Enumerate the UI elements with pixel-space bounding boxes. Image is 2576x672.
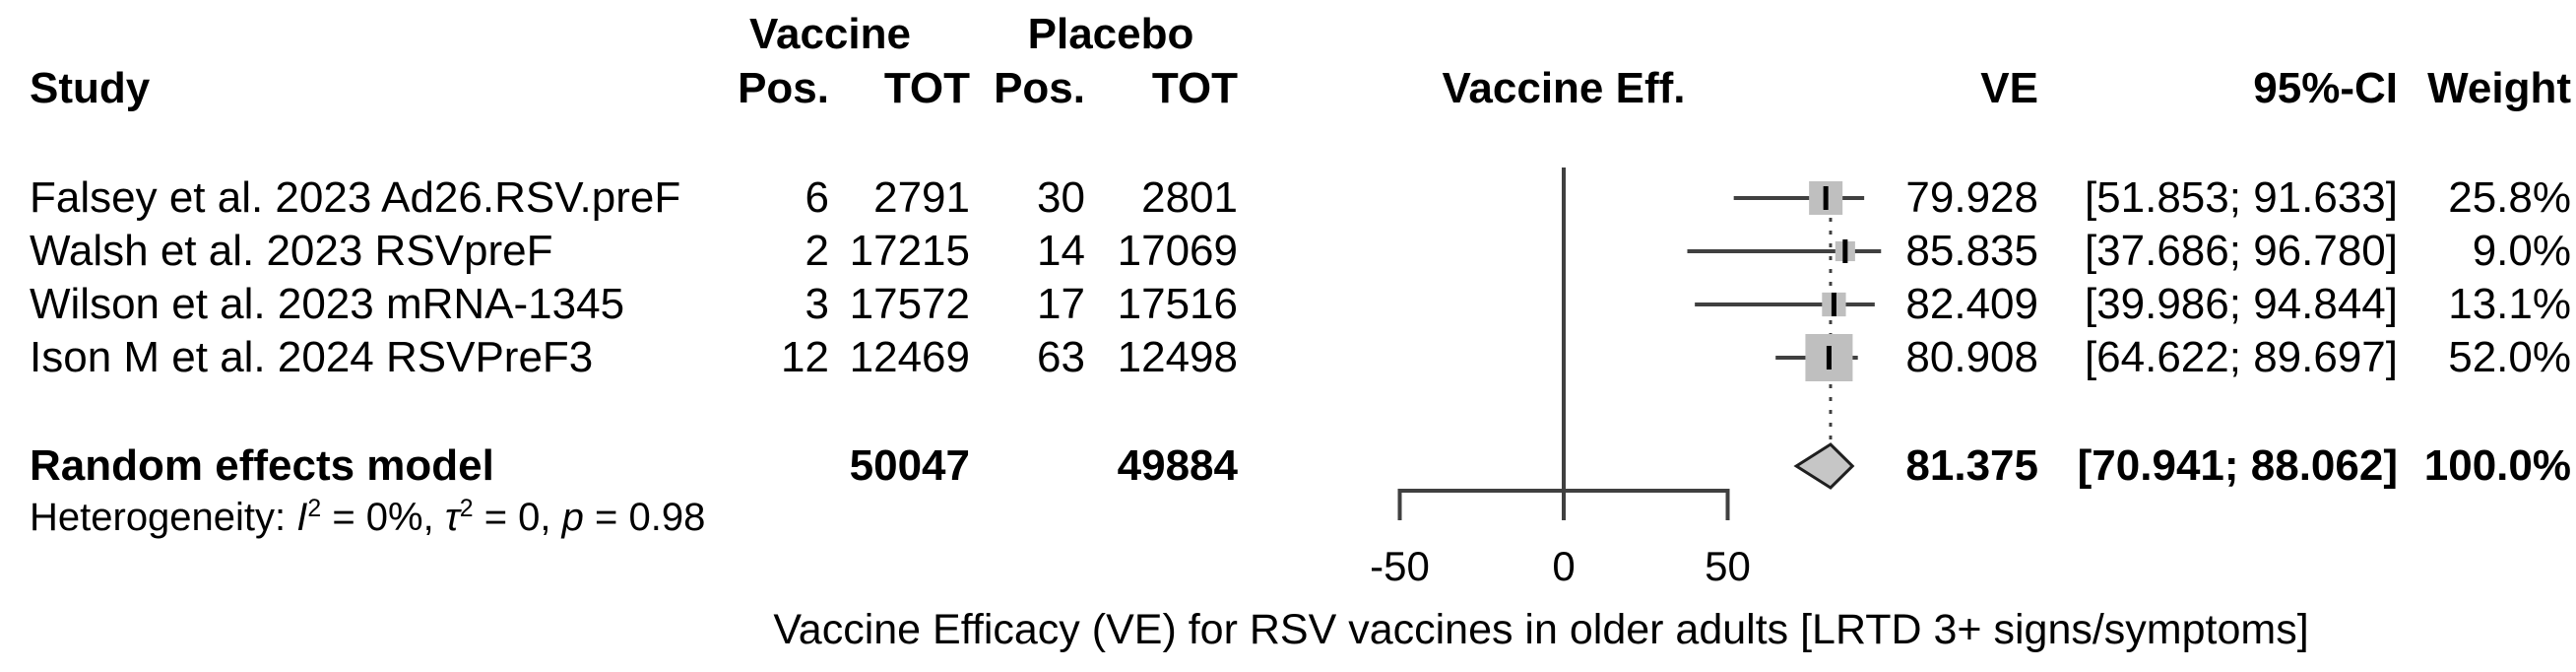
vaccine-tot-value: 17215	[849, 227, 970, 275]
vaccine-pos-value: 3	[805, 280, 829, 328]
heterogeneity-text: τ	[444, 496, 460, 539]
ci-value: [51.853; 91.633]	[2084, 173, 2398, 222]
study-row: Walsh et al. 2023 RSVpreF 2 17215 14 17069 85…	[0, 225, 2576, 278]
chart-caption: Vaccine Efficacy (VE) for RSV vaccines i…	[773, 606, 2309, 653]
header-ci: 95%-CI	[2253, 64, 2398, 112]
placebo-tot-value: 17069	[1117, 227, 1238, 275]
vaccine-tot-value: 50047	[849, 441, 970, 490]
study-name: Ison M et al. 2024 RSVPreF3	[30, 333, 594, 381]
ci-value: [37.686; 96.780]	[2084, 227, 2398, 275]
header-ve: VE	[1980, 64, 2038, 112]
header-weight: Weight	[2427, 64, 2571, 112]
axis-tick-label: 50	[1705, 543, 1751, 589]
vaccine-pos-value: 12	[781, 333, 829, 381]
ve-value: 80.908	[1905, 333, 2038, 381]
header-placebo-tot: TOT	[1151, 64, 1238, 112]
placebo-tot-value: 17516	[1117, 280, 1238, 328]
heterogeneity-text: = 0.98	[583, 496, 706, 539]
heterogeneity-text: 2	[307, 496, 322, 523]
placebo-pos-value: 14	[1037, 227, 1085, 275]
heterogeneity-text: I	[296, 496, 308, 539]
placebo-tot-value: 2801	[1141, 173, 1238, 222]
heterogeneity-text: = 0%,	[321, 496, 445, 539]
header-vaccine-eff: Vaccine Eff.	[1442, 64, 1686, 112]
weight-value: 100.0%	[2423, 441, 2571, 490]
vaccine-pos-value: 2	[805, 227, 829, 275]
heterogeneity-text: = 0,	[473, 496, 562, 539]
heterogeneity-text: 2	[459, 496, 474, 523]
heterogeneity-text: Heterogeneity:	[30, 496, 297, 539]
placebo-tot-value: 12498	[1117, 333, 1238, 381]
axis-tick-label: 0	[1552, 543, 1576, 589]
ve-value: 82.409	[1905, 280, 2038, 328]
vaccine-tot-value: 17572	[849, 280, 970, 328]
header-vaccine-group: Vaccine	[749, 10, 911, 58]
placebo-pos-value: 17	[1037, 280, 1085, 328]
header-placebo-pos: Pos.	[994, 64, 1085, 112]
ve-value: 79.928	[1905, 173, 2038, 222]
header-vaccine-pos: Pos.	[738, 64, 829, 112]
header-study: Study	[30, 64, 151, 112]
placebo-pos-value: 30	[1037, 173, 1085, 222]
forest-plot-canvas	[1397, 168, 1882, 520]
study-row: Wilson et al. 2023 mRNA-1345 3 17572 17 1751…	[0, 278, 2576, 331]
vaccine-pos-value: 6	[805, 173, 829, 222]
header-placebo-group: Placebo	[1027, 10, 1194, 58]
weight-value: 52.0%	[2448, 333, 2571, 381]
study-name: Walsh et al. 2023 RSVpreF	[30, 227, 553, 275]
weight-value: 25.8%	[2448, 173, 2571, 222]
summary-data-row: Random effects model 50047 49884 81.375 [70.…	[0, 439, 2576, 493]
ve-value: 85.835	[1905, 227, 2038, 275]
weight-value: 13.1%	[2448, 280, 2571, 328]
study-row: Falsey et al. 2023 Ad26.RSV.preF 6 2791 30 2…	[0, 171, 2576, 225]
summary-diamond	[1793, 442, 1855, 490]
placebo-tot-value: 49884	[1117, 441, 1238, 490]
ci-value: [64.622; 89.697]	[2084, 333, 2398, 381]
weight-value: 9.0%	[2472, 227, 2571, 275]
ci-value: [39.986; 94.844]	[2084, 280, 2398, 328]
study-name: Wilson et al. 2023 mRNA-1345	[30, 280, 625, 328]
vaccine-tot-value: 12469	[849, 333, 970, 381]
study-name: Falsey et al. 2023 Ad26.RSV.preF	[30, 173, 681, 222]
axis-tick-label: -50	[1370, 543, 1430, 589]
vaccine-tot-value: 2791	[873, 173, 970, 222]
heterogeneity-text: p	[561, 496, 584, 539]
ci-value: [70.941; 88.062]	[2077, 441, 2398, 490]
ve-value: 81.375	[1905, 441, 2038, 490]
header-vaccine-tot: TOT	[883, 64, 970, 112]
heterogeneity-note: Heterogeneity: I2 = 0%, τ2 = 0, p = 0.98	[30, 491, 705, 544]
study-name: Random effects model	[30, 441, 494, 490]
x-axis	[1397, 489, 1730, 520]
study-row: Ison M et al. 2024 RSVPreF3 12 12469 63 1249…	[0, 331, 2576, 384]
placebo-pos-value: 63	[1037, 333, 1085, 381]
